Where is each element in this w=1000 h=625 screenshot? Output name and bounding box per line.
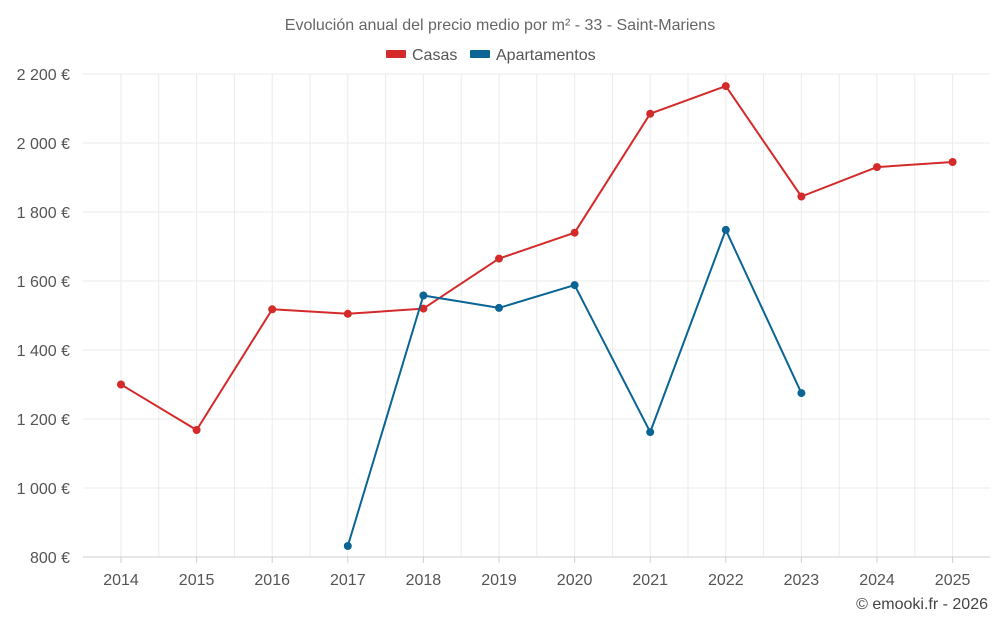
legend-item-apartamentos[interactable]: Apartamentos [470,47,596,64]
legend-swatch-casas [386,50,406,58]
x-tick-label: 2024 [859,572,895,589]
chart-title: Evolución anual del precio medio por m² … [285,17,715,34]
data-point-casas-2020[interactable] [570,228,579,237]
y-tick-label: 2 200 € [17,67,70,84]
series-line-casas [120,85,953,431]
data-point-casas-2017[interactable] [343,309,352,318]
data-point-apartamentos-2019[interactable] [495,303,503,312]
data-point-casas-2024[interactable] [873,163,881,172]
series-layer [117,82,957,550]
x-gridlines [120,74,954,557]
legend: Casas Apartamentos [386,47,596,64]
x-tick-label: 2025 [935,572,971,589]
data-point-casas-2019[interactable] [495,254,503,263]
y-tick-label: 1 400 € [17,343,70,360]
data-point-casas-2018[interactable] [419,304,428,313]
data-point-apartamentos-2023[interactable] [797,389,806,398]
data-point-apartamentos-2022[interactable] [721,225,730,234]
y-tick-label: 1 000 € [17,481,70,498]
y-tick-label: 1 200 € [17,412,70,429]
y-tick-label: 800 € [30,550,70,567]
legend-swatch-apartamentos [470,50,490,58]
credit-text: © emooki.fr - 2026 [856,596,988,613]
data-point-apartamentos-2018[interactable] [419,291,428,300]
x-tick-label: 2020 [557,572,593,589]
data-point-casas-2014[interactable] [117,380,125,389]
legend-label-casas: Casas [412,47,457,64]
x-tick-label: 2021 [632,572,668,589]
data-point-casas-2022[interactable] [721,82,730,91]
x-tick-label: 2017 [330,572,366,589]
data-point-apartamentos-2020[interactable] [570,281,579,290]
x-tick-label: 2022 [708,572,744,589]
x-tick-label: 2015 [179,572,215,589]
data-point-casas-2021[interactable] [646,109,655,118]
x-tick-label: 2016 [254,572,290,589]
legend-item-casas[interactable]: Casas [386,47,457,64]
series-apartamentos [343,225,806,550]
x-tick-label: 2019 [481,572,517,589]
x-axis: 2014 2015 2016 2017 2018 2019 2020 2021 2022 2023… [83,556,990,589]
y-axis: 800 € 1 000 € 1 200 € 1 400 € 1 600 € 1 800 €… [17,67,70,567]
legend-label-apartamentos: Apartamentos [496,47,596,64]
x-tick-label: 2023 [784,572,820,589]
data-point-casas-2016[interactable] [268,305,277,314]
data-point-casas-2025[interactable] [948,158,957,166]
x-tick-label: 2014 [103,572,139,589]
y-tick-label: 1 800 € [17,205,70,222]
data-point-casas-2015[interactable] [192,426,201,434]
data-point-apartamentos-2021[interactable] [646,428,655,437]
x-tick-label: 2018 [406,572,442,589]
data-point-casas-2023[interactable] [797,192,806,201]
data-point-apartamentos-2017[interactable] [343,542,352,550]
series-casas [117,82,957,434]
y-tick-label: 2 000 € [17,136,70,153]
y-tick-label: 1 600 € [17,274,70,291]
